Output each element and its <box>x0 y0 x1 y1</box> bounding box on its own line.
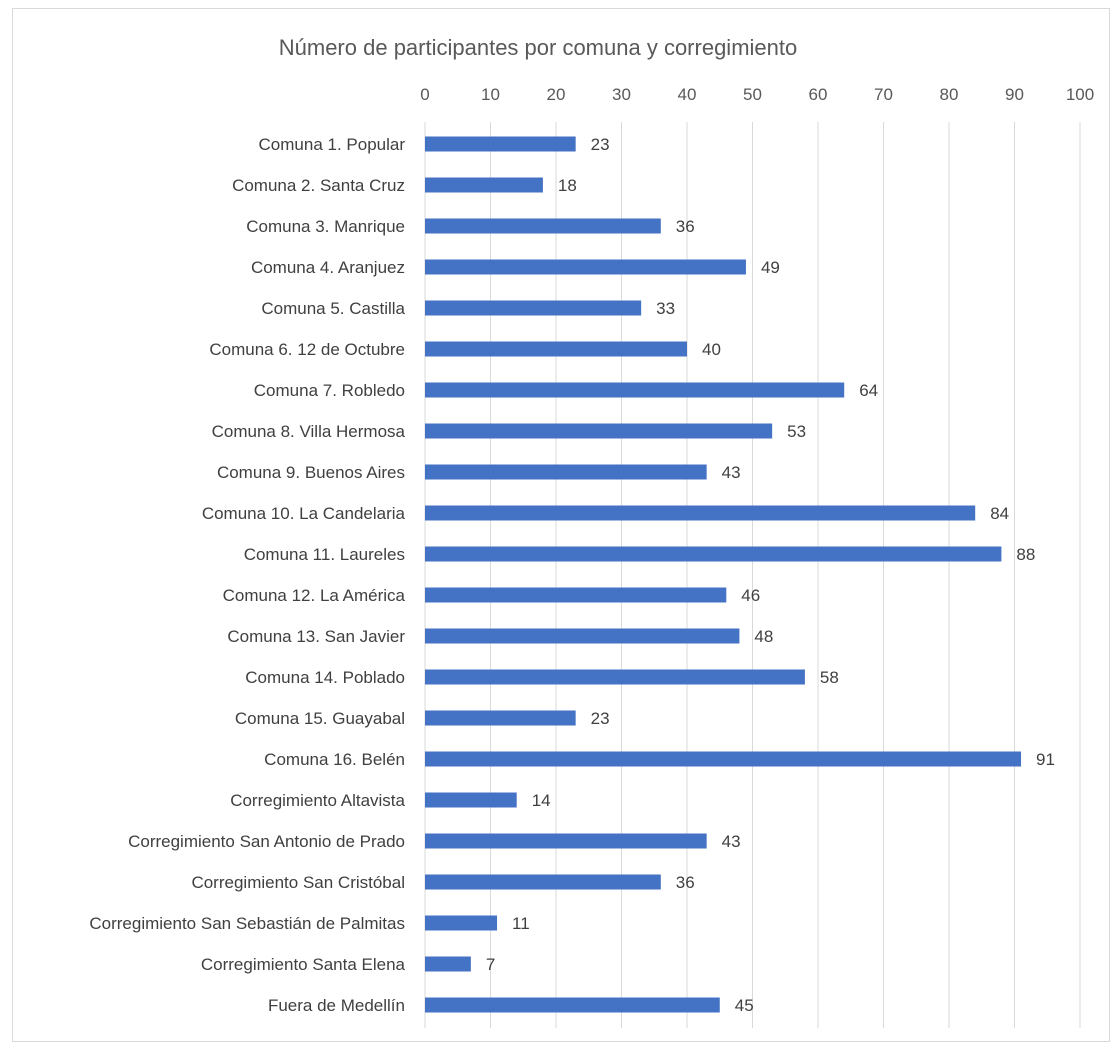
category-label: Comuna 15. Guayabal <box>235 709 405 728</box>
x-tick-label: 70 <box>874 85 893 104</box>
category-labels: Comuna 1. Popular Comuna 2. Santa Cruz Com… <box>89 135 405 1015</box>
category-label: Comuna 1. Popular <box>259 135 406 154</box>
bar <box>425 792 517 808</box>
x-tick-label: 90 <box>1005 85 1024 104</box>
bar <box>425 505 976 521</box>
data-labels: 23 18 36 49 33 40 64 53 43 84 88 46 48 58 23 91 14 43 36 11… <box>486 135 1055 1015</box>
category-label: Comuna 11. Laureles <box>244 545 405 564</box>
bar <box>425 874 661 890</box>
bar <box>425 587 727 603</box>
bar <box>425 710 576 726</box>
data-label: 58 <box>820 668 839 687</box>
bar <box>425 300 642 316</box>
data-label: 45 <box>735 996 754 1015</box>
data-label: 84 <box>990 504 1009 523</box>
data-label: 40 <box>702 340 721 359</box>
data-label: 36 <box>676 217 695 236</box>
data-label: 48 <box>754 627 773 646</box>
category-label: Corregimiento San Sebastián de Palmitas <box>89 914 405 933</box>
data-label: 7 <box>486 955 495 974</box>
bar <box>425 751 1022 767</box>
x-tick-label: 10 <box>481 85 500 104</box>
chart-frame <box>12 8 1110 1042</box>
data-label: 36 <box>676 873 695 892</box>
x-tick-label: 80 <box>940 85 959 104</box>
data-label: 64 <box>859 381 878 400</box>
gridlines <box>424 122 1081 1028</box>
bars <box>425 136 1022 1013</box>
x-axis-ticks: 0 10 20 30 40 50 60 70 80 90 100 <box>420 85 1094 104</box>
bar <box>425 177 543 193</box>
x-tick-label: 20 <box>547 85 566 104</box>
bar <box>425 956 471 972</box>
category-label: Comuna 14. Poblado <box>245 668 405 687</box>
chart-title: Número de participantes por comuna y cor… <box>279 35 797 60</box>
category-label: Fuera de Medellín <box>268 996 405 1015</box>
data-label: 11 <box>512 914 530 933</box>
category-label: Comuna 13. San Javier <box>227 627 405 646</box>
category-label: Comuna 9. Buenos Aires <box>217 463 405 482</box>
data-label: 18 <box>558 176 577 195</box>
data-label: 43 <box>722 463 741 482</box>
data-label: 88 <box>1016 545 1035 564</box>
category-label: Comuna 8. Villa Hermosa <box>212 422 406 441</box>
category-label: Comuna 16. Belén <box>264 750 405 769</box>
data-label: 33 <box>656 299 675 318</box>
category-label: Comuna 12. La América <box>223 586 406 605</box>
category-label: Corregimiento Altavista <box>230 791 405 810</box>
category-label: Comuna 10. La Candelaria <box>202 504 406 523</box>
x-tick-label: 50 <box>743 85 762 104</box>
data-label: 14 <box>532 791 551 810</box>
category-label: Corregimiento Santa Elena <box>201 955 406 974</box>
bar <box>425 546 1002 562</box>
x-tick-label: 100 <box>1066 85 1094 104</box>
bar <box>425 218 661 234</box>
category-label: Comuna 6. 12 de Octubre <box>209 340 405 359</box>
data-label: 53 <box>787 422 806 441</box>
data-label: 23 <box>591 135 610 154</box>
category-label: Corregimiento San Cristóbal <box>191 873 405 892</box>
bar <box>425 628 740 644</box>
x-tick-label: 40 <box>678 85 697 104</box>
category-label: Comuna 2. Santa Cruz <box>232 176 405 195</box>
data-label: 49 <box>761 258 780 277</box>
data-label: 43 <box>722 832 741 851</box>
category-label: Comuna 5. Castilla <box>261 299 405 318</box>
bar <box>425 833 707 849</box>
data-label: 46 <box>741 586 760 605</box>
bar <box>425 259 746 275</box>
category-label: Corregimiento San Antonio de Prado <box>128 832 405 851</box>
bar <box>425 464 707 480</box>
bar <box>425 423 773 439</box>
x-tick-label: 30 <box>612 85 631 104</box>
x-tick-label: 60 <box>809 85 828 104</box>
bar <box>425 382 845 398</box>
category-label: Comuna 4. Aranjuez <box>251 258 405 277</box>
bar <box>425 915 498 931</box>
bar <box>425 997 720 1013</box>
bar <box>425 341 687 357</box>
category-label: Comuna 7. Robledo <box>254 381 405 400</box>
category-label: Comuna 3. Manrique <box>246 217 405 236</box>
x-tick-label: 0 <box>420 85 429 104</box>
bar <box>425 136 576 152</box>
data-label: 91 <box>1036 750 1055 769</box>
bar <box>425 669 805 685</box>
data-label: 23 <box>591 709 610 728</box>
